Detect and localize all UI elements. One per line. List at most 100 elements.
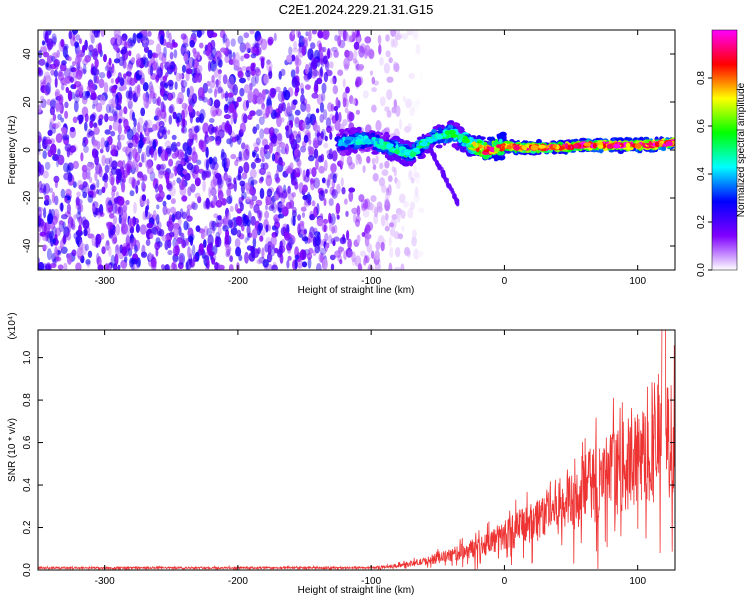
spectrogram-noise-cell <box>401 33 409 40</box>
spectrogram-marks <box>38 30 675 270</box>
spectrogram-signal-cell <box>521 145 527 150</box>
spectrogram-noise-cell <box>79 38 82 45</box>
spectrogram-noise-cell <box>345 210 349 217</box>
spectrogram-noise-cell <box>66 147 71 158</box>
spectrogram-noise-cell <box>169 186 176 197</box>
spectrogram-noise-cell <box>403 125 411 133</box>
snr-panel: -300 -200 -100 0 100 0.0 0.2 0.4 0.6 0.8 1.0 Heig… <box>7 312 676 596</box>
spectrogram-noise-cell <box>142 82 149 92</box>
spectrogram-noise-cell <box>228 74 236 85</box>
spectrogram-noise-cell <box>280 147 287 155</box>
spectrogram-noise-cell <box>329 254 336 261</box>
spectrogram-noise-cell <box>333 236 340 242</box>
spectrogram-noise-cell <box>294 57 302 67</box>
spectrogram-noise-cell <box>304 174 310 183</box>
spectrogram-noise-cell <box>200 140 207 153</box>
spectrogram-noise-cell <box>260 162 265 169</box>
spectrogram-noise-cell <box>182 34 189 46</box>
spectrogram-noise-cell <box>277 90 285 102</box>
spectrogram-noise-cell <box>186 145 192 156</box>
spectrogram-noise-cell <box>339 236 347 245</box>
spectrogram-noise-cell <box>311 92 319 99</box>
spectrogram-noise-cell <box>47 129 53 136</box>
spectrogram-noise-cell <box>189 137 193 147</box>
spectrogram-noise-cell <box>135 91 141 98</box>
spectrogram-noise-cell <box>82 191 88 199</box>
spectrogram-noise-cell <box>294 181 299 190</box>
spectrogram-noise-cell <box>38 215 42 227</box>
spectrogram-noise-cell <box>397 233 404 240</box>
spectrogram-noise-cell <box>395 179 401 190</box>
spectrogram-signal-cell <box>409 151 417 157</box>
spectrogram-noise-cell <box>357 64 365 70</box>
spectrogram-noise-cell <box>104 113 109 123</box>
spectrogram-noise-cell <box>84 121 88 132</box>
spectrogram-noise-cell <box>233 180 237 192</box>
spectrogram-noise-cell <box>121 261 127 270</box>
spectrogram-noise-cell <box>308 30 312 42</box>
spectrogram-noise-cell <box>100 30 106 38</box>
spectrogram-noise-cell <box>180 33 187 40</box>
spectrogram-noise-cell <box>185 68 193 75</box>
spectrogram-noise-cell <box>292 76 297 83</box>
spectrogram-signal-cell <box>440 166 444 172</box>
spectrogram-noise-cell <box>342 97 347 108</box>
spectrogram-noise-cell <box>386 89 393 101</box>
spectrogram-noise-cell <box>132 32 137 45</box>
spectrogram-noise-cell <box>149 65 154 77</box>
spectrogram-noise-cell <box>121 181 126 193</box>
spectrogram-noise-cell <box>238 233 245 240</box>
spectrogram-noise-cell <box>209 118 215 123</box>
spectrogram-noise-cell <box>270 88 277 95</box>
spectrogram-noise-cell <box>65 86 70 94</box>
spectrogram-noise-cell <box>239 42 247 53</box>
spectrogram-noise-cell <box>322 109 328 121</box>
spectrogram-signal-cell <box>458 138 462 143</box>
spectrogram-noise-cell <box>73 100 79 113</box>
spectrogram-noise-cell <box>311 200 316 207</box>
spectrogram-noise-cell <box>191 30 198 33</box>
spectrogram-noise-cell <box>147 30 152 37</box>
spectrogram-noise-cell <box>215 108 223 117</box>
spectrogram-noise-cell <box>162 205 168 216</box>
spectrogram-noise-cell <box>42 235 49 242</box>
spectrogram-noise-cell <box>386 110 392 118</box>
spectrogram-noise-cell <box>169 103 175 114</box>
spectrogram-noise-cell <box>207 234 214 247</box>
spectrogram-noise-cell <box>204 170 212 179</box>
spectrogram-noise-cell <box>209 53 216 61</box>
spectrogram-noise-cell <box>395 30 400 35</box>
spectrogram-noise-cell <box>169 61 176 70</box>
spectrogram-noise-cell <box>364 44 371 56</box>
spectrogram-noise-cell <box>168 214 173 225</box>
spectrogram-noise-cell <box>292 47 299 53</box>
spectrogram-noise-cell <box>329 216 333 224</box>
spectrogram-noise-cell <box>42 150 47 160</box>
spectrogram-noise-cell <box>316 217 324 227</box>
spectrogram-noise-cell <box>262 259 269 268</box>
spectrogram-noise-cell <box>345 86 350 94</box>
spectrogram-noise-cell <box>206 136 214 143</box>
spectrogram-noise-cell <box>271 225 277 231</box>
spectrogram-noise-cell <box>247 115 252 121</box>
spectrogram-noise-cell <box>146 198 150 207</box>
spectrogram-noise-cell <box>44 31 49 43</box>
spectrogram-noise-cell <box>281 102 286 112</box>
spectrogram-noise-cell <box>263 127 271 135</box>
spectrogram-noise-cell <box>178 226 182 237</box>
spectrogram-noise-cell <box>78 184 85 191</box>
spectrogram-noise-cell <box>317 31 323 38</box>
spectrogram-noise-cell <box>237 70 244 79</box>
spectrogram-noise-cell <box>172 179 176 187</box>
spectrogram-noise-cell <box>156 204 160 210</box>
spectrogram-noise-cell <box>205 146 209 159</box>
spectrogram-signal-cell <box>482 153 490 160</box>
spectrogram-noise-cell <box>251 75 257 87</box>
spectrogram-noise-cell <box>197 87 205 99</box>
spectrogram-noise-cell <box>104 140 109 148</box>
spectrogram-noise-cell <box>58 94 64 105</box>
spectrogram-noise-cell <box>38 257 41 267</box>
spectrogram-noise-cell <box>52 239 57 245</box>
spectrogram-noise-cell <box>170 198 176 205</box>
spectrogram-noise-cell <box>378 179 385 185</box>
